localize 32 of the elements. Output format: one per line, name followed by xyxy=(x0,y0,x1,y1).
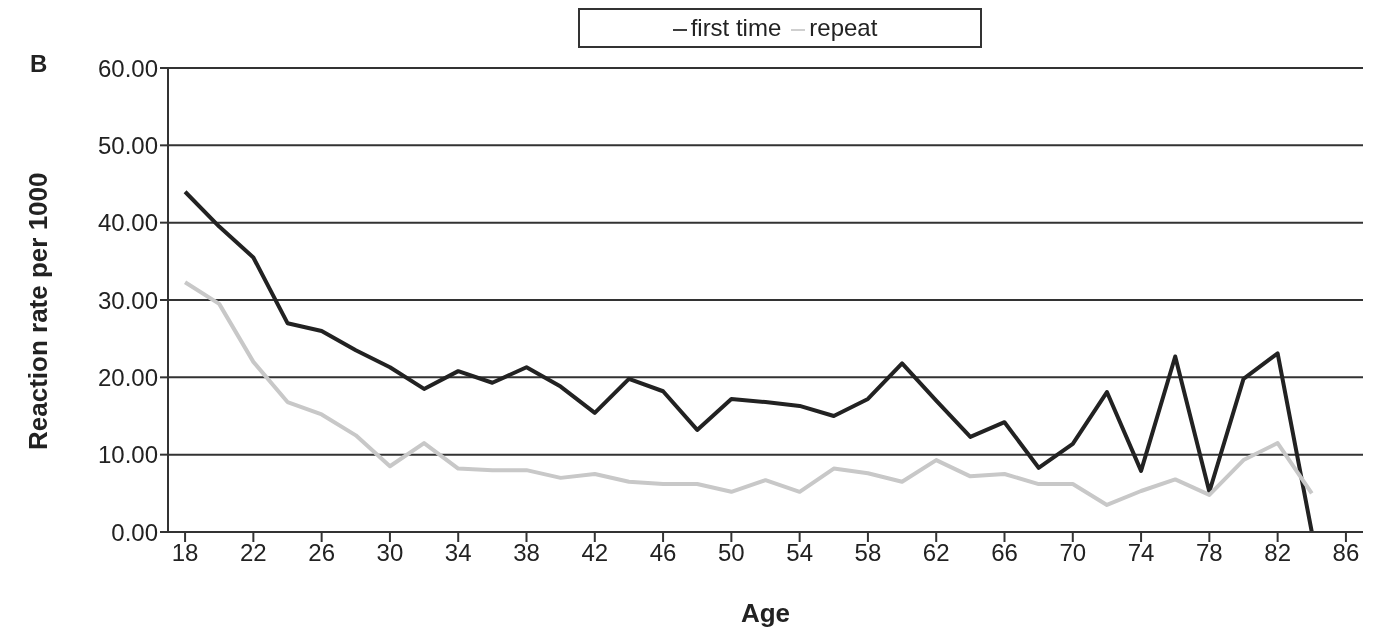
x-tick-label: 46 xyxy=(649,539,677,567)
x-tick-label: 86 xyxy=(1332,539,1360,567)
x-tick-label: 78 xyxy=(1196,539,1223,567)
y-tick-label: 50.00 xyxy=(97,131,158,159)
legend-label: repeat xyxy=(809,14,878,41)
x-tick-label: 62 xyxy=(922,539,950,567)
line-series xyxy=(183,189,1314,532)
x-tick-label: 66 xyxy=(991,539,1018,567)
x-tick-label: 54 xyxy=(786,539,813,567)
text: B xyxy=(30,50,48,78)
x-tick-label: 34 xyxy=(444,539,472,567)
y-tick-label: 0.00 xyxy=(111,518,158,546)
x-tick-label: 26 xyxy=(308,539,335,567)
x-tick-label: 42 xyxy=(581,539,609,567)
x-tick-label: 22 xyxy=(240,539,267,567)
x-tick-label: 30 xyxy=(376,539,404,567)
y-tick-label: 60.00 xyxy=(97,54,158,82)
x-tick-label: 70 xyxy=(1059,539,1087,567)
line-series xyxy=(183,280,1314,507)
y-tick-label: 20.00 xyxy=(97,363,158,391)
x-tick-label: 50 xyxy=(718,539,745,567)
y-axis-title: Reaction rate per 1000 xyxy=(23,172,54,450)
legend-label: first time xyxy=(690,14,782,41)
y-tick-label: 30.00 xyxy=(97,286,158,314)
x-tick-label: 58 xyxy=(854,539,882,567)
y-tick-label: 10.00 xyxy=(97,441,158,469)
x-tick-label: 18 xyxy=(171,539,199,567)
x-axis-title: Age xyxy=(740,598,791,628)
x-tick-label: 38 xyxy=(513,539,540,567)
x-tick-label: 74 xyxy=(1127,539,1155,567)
x-tick-label: 82 xyxy=(1264,539,1291,567)
y-tick-label: 40.00 xyxy=(97,209,158,237)
